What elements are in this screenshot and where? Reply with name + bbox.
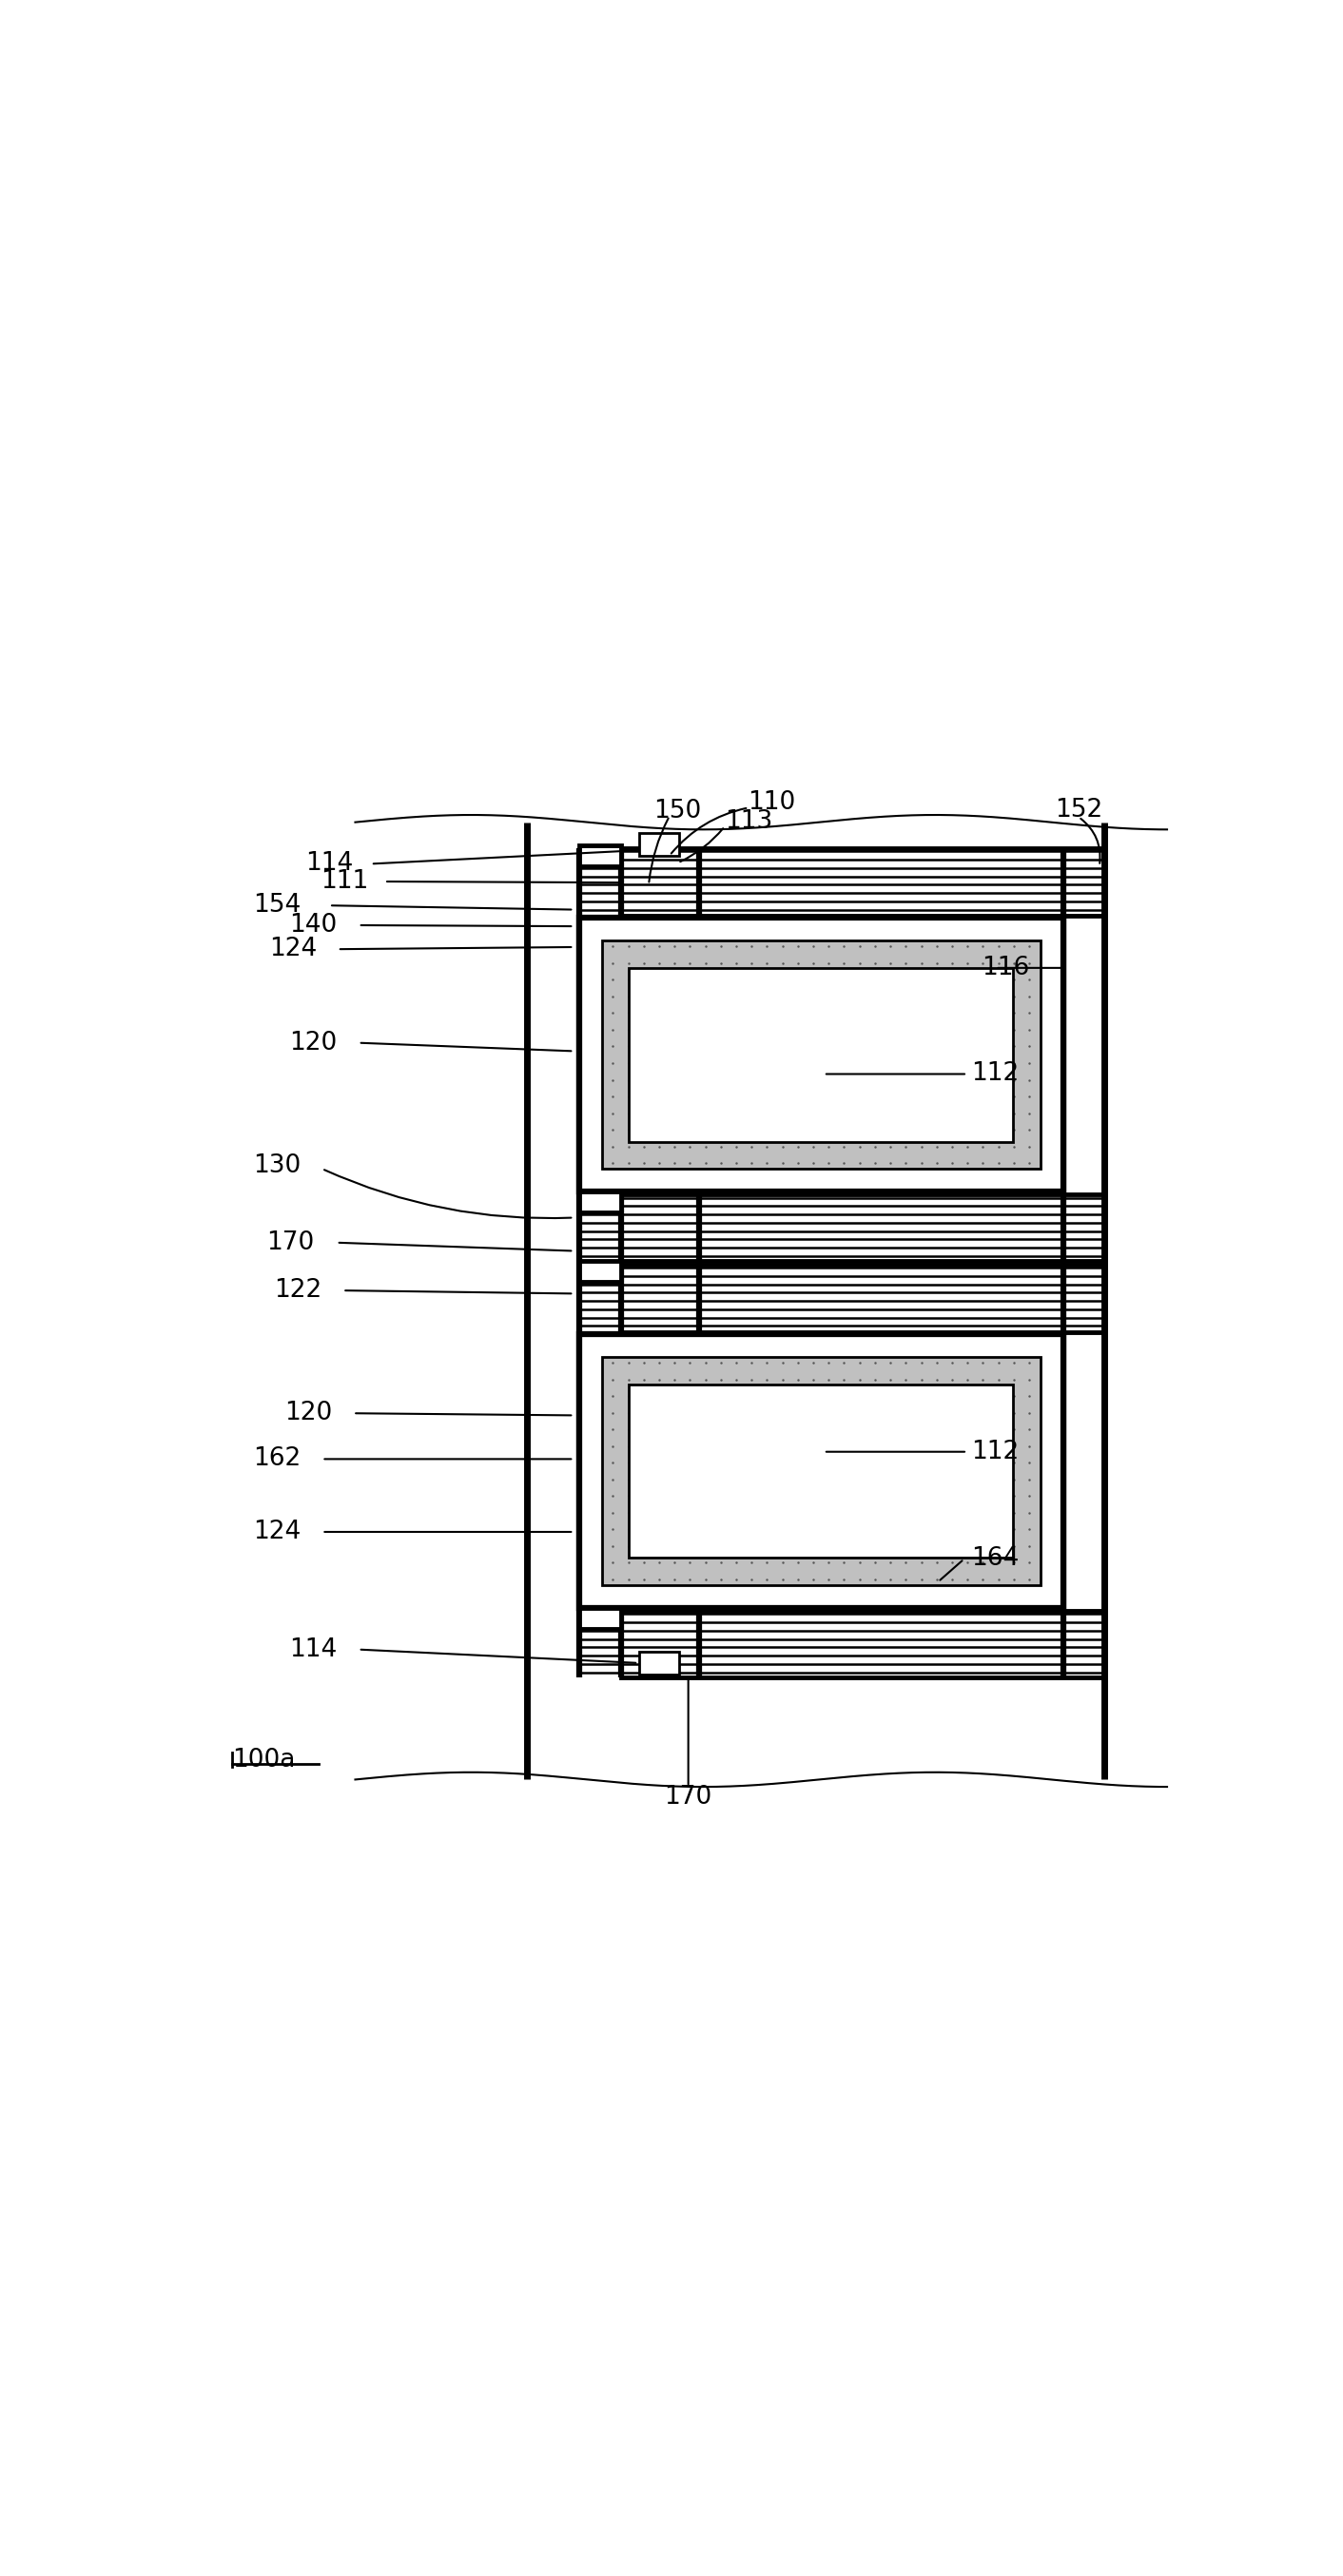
Bar bbox=[602, 940, 1039, 1170]
Bar bbox=[639, 1651, 680, 1674]
Bar bbox=[620, 1265, 1104, 1332]
Bar bbox=[620, 848, 1104, 917]
Text: 124: 124 bbox=[254, 1520, 301, 1543]
Text: 170: 170 bbox=[665, 1785, 712, 1808]
Text: 110: 110 bbox=[748, 791, 795, 814]
Text: 113: 113 bbox=[725, 809, 772, 835]
Bar bbox=[579, 1193, 620, 1213]
Bar bbox=[639, 832, 680, 855]
Text: 111: 111 bbox=[321, 868, 369, 894]
Bar bbox=[620, 1610, 1104, 1677]
Bar bbox=[629, 1383, 1013, 1558]
Text: 130: 130 bbox=[254, 1154, 301, 1177]
Text: 164: 164 bbox=[971, 1546, 1019, 1571]
Text: 114: 114 bbox=[305, 853, 353, 876]
Bar bbox=[579, 1334, 1064, 1607]
Text: 152: 152 bbox=[1054, 799, 1103, 822]
Text: 170: 170 bbox=[267, 1231, 314, 1255]
Bar bbox=[579, 917, 1064, 1193]
Text: 120: 120 bbox=[285, 1401, 332, 1425]
Text: 120: 120 bbox=[290, 1030, 337, 1056]
Text: 112: 112 bbox=[971, 1440, 1019, 1463]
Text: 114: 114 bbox=[290, 1638, 337, 1662]
Bar bbox=[602, 1358, 1039, 1584]
Text: 116: 116 bbox=[982, 956, 1030, 981]
Bar bbox=[579, 845, 620, 866]
Text: 100a: 100a bbox=[232, 1747, 295, 1772]
Text: 154: 154 bbox=[254, 894, 301, 917]
Text: 124: 124 bbox=[269, 938, 317, 961]
Text: 122: 122 bbox=[274, 1278, 322, 1303]
Text: 112: 112 bbox=[971, 1061, 1019, 1087]
Bar bbox=[620, 1195, 1104, 1262]
Text: 140: 140 bbox=[290, 912, 337, 938]
Text: 162: 162 bbox=[254, 1448, 301, 1471]
Bar bbox=[579, 1607, 620, 1628]
Bar bbox=[629, 969, 1013, 1141]
Text: 150: 150 bbox=[654, 799, 702, 824]
Bar bbox=[579, 1262, 620, 1283]
